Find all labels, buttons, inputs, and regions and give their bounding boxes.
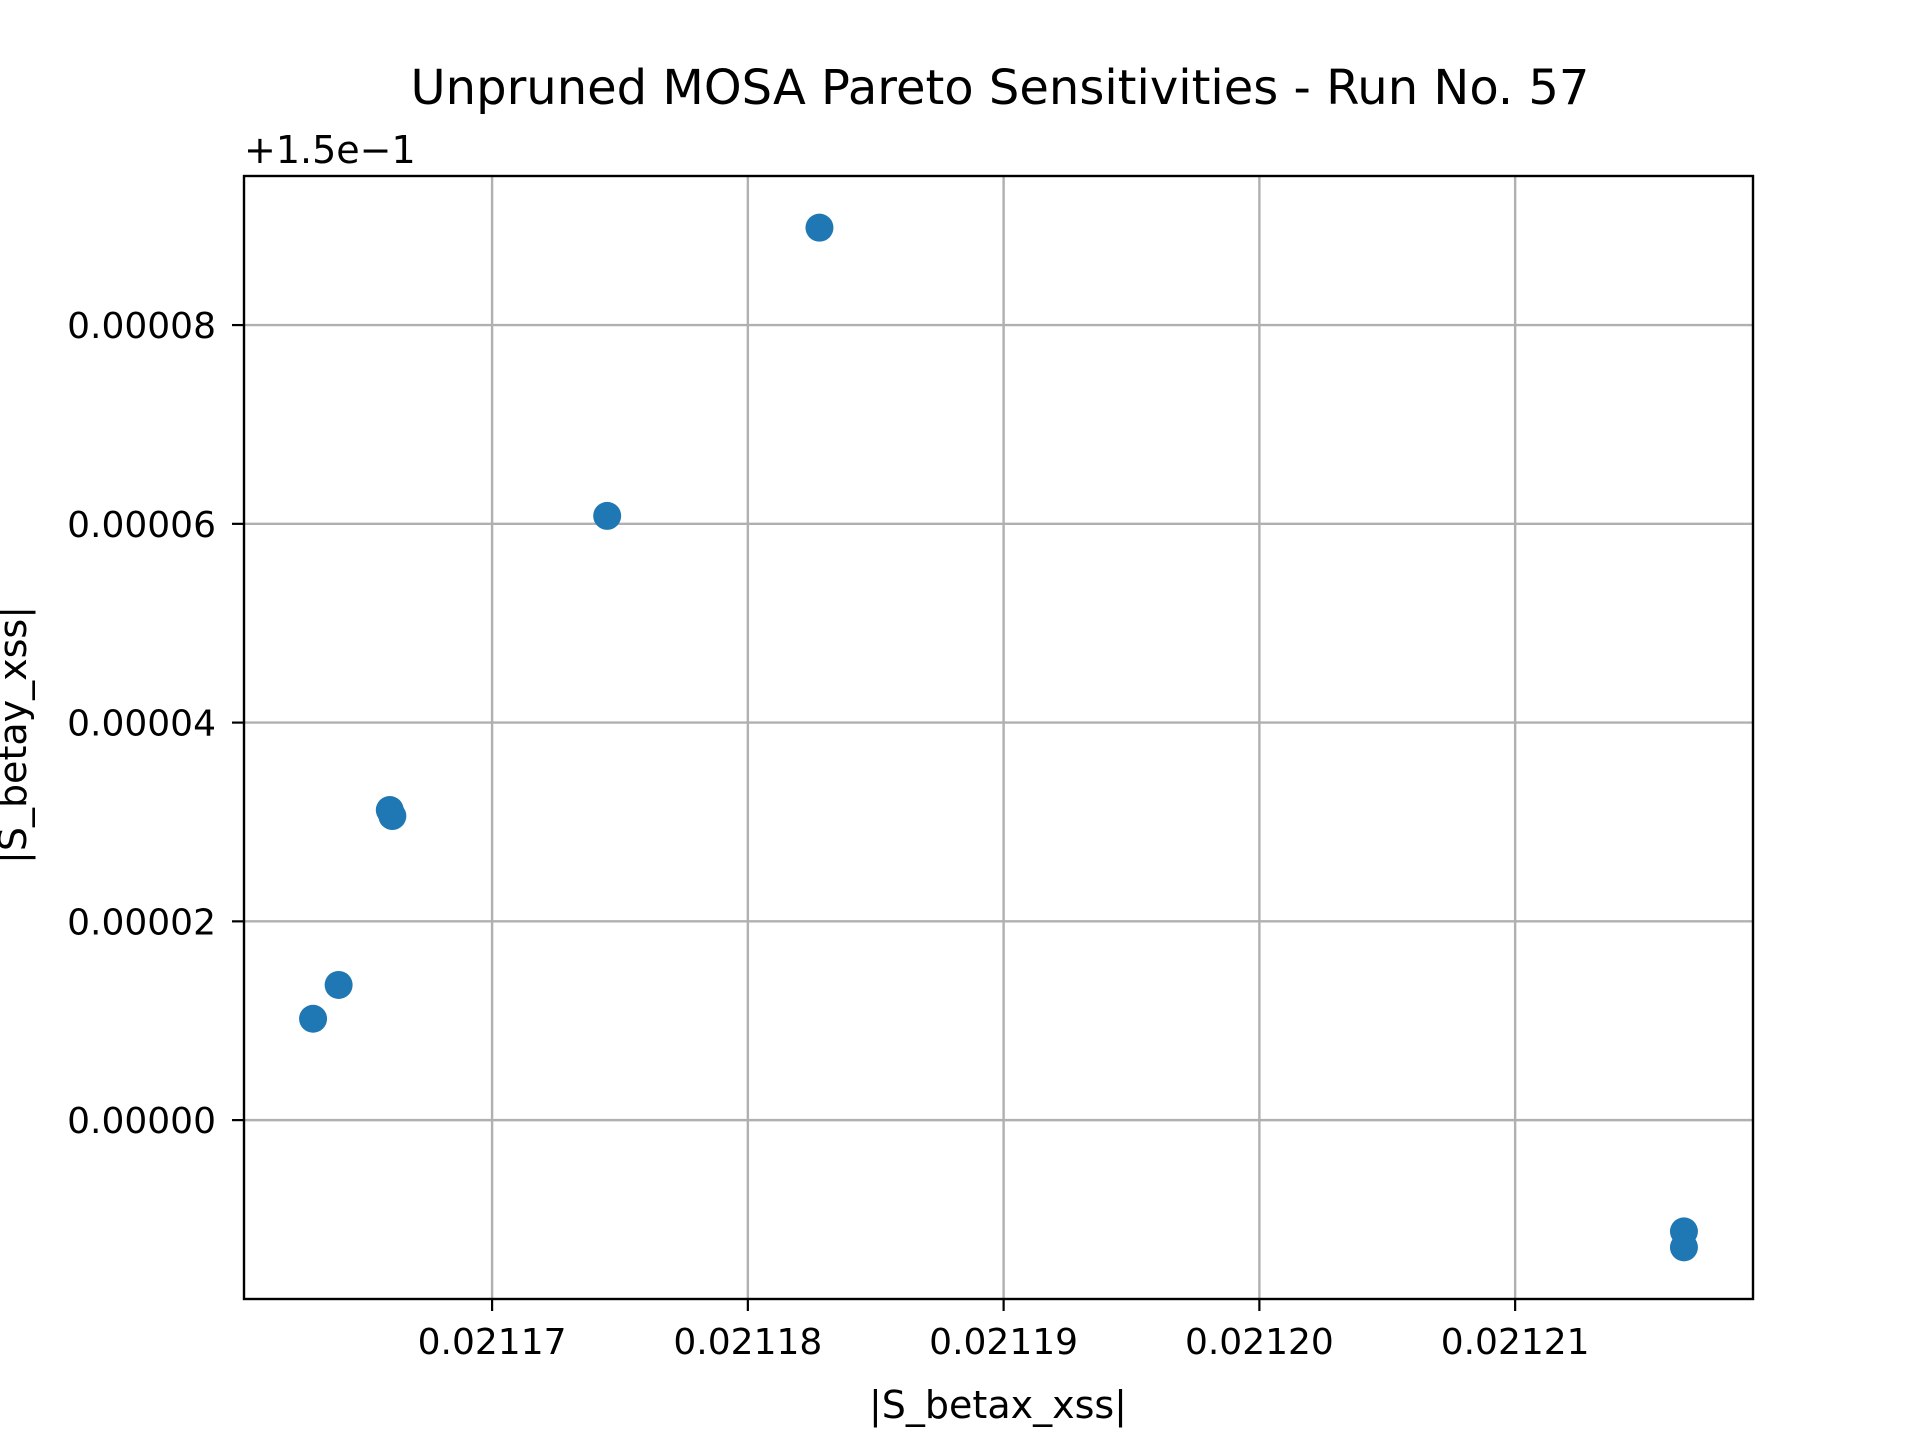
y-tick-label: 0.00008 <box>67 306 216 347</box>
data-point <box>1669 1233 1698 1262</box>
x-tick-label: 0.02119 <box>929 1322 1078 1363</box>
x-axis-label: |S_betax_xss| <box>869 1383 1127 1428</box>
data-point <box>299 1004 328 1033</box>
plot-frame <box>242 174 1755 1301</box>
y-tick-label: 0.00000 <box>67 1101 216 1142</box>
data-point <box>378 802 407 831</box>
x-tick-label: 0.02117 <box>418 1322 567 1363</box>
x-tick-label: 0.02120 <box>1185 1322 1334 1363</box>
x-tick-label: 0.02121 <box>1441 1322 1590 1363</box>
data-point <box>805 213 834 242</box>
y-axis-label: |S_betay_xss| <box>0 606 36 864</box>
data-point <box>593 501 622 530</box>
data-points <box>299 213 1698 1262</box>
grid-lines <box>244 176 1753 1299</box>
y-offset-label: +1.5e−1 <box>244 128 416 172</box>
chart-title: Unpruned MOSA Pareto Sensitivities - Run… <box>411 60 1590 116</box>
x-tick-label: 0.02118 <box>673 1322 822 1363</box>
data-point <box>324 970 353 999</box>
y-tick-label: 0.00002 <box>67 902 216 943</box>
y-tick-label: 0.00006 <box>67 505 216 546</box>
y-tick-label: 0.00004 <box>67 704 216 745</box>
axis-ticks: 0.02117 0.02118 0.02119 0.02120 0.02121 0.000… <box>67 306 1589 1363</box>
